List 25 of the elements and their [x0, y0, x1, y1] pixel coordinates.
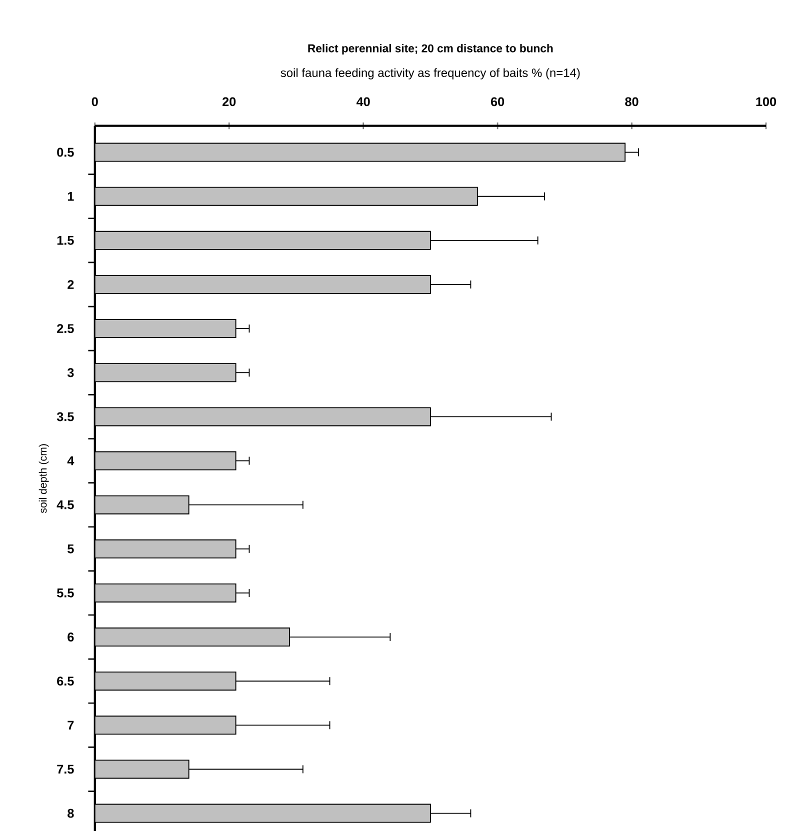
y-tick-label: 6: [68, 632, 74, 642]
y-tick-label: 2.5: [57, 324, 74, 334]
x-tick-label: 60: [490, 97, 504, 106]
x-tick-label: 80: [625, 97, 638, 106]
y-tick-label: 3.5: [56, 412, 74, 422]
y-tick-label: 8: [68, 808, 74, 818]
y-tick-label: 5: [68, 544, 74, 554]
y-tick-label: 3: [67, 368, 74, 378]
x-tick-label: 20: [222, 97, 236, 106]
y-tick-label: 0.5: [57, 148, 74, 157]
chart-title: Relict perennial site; 20 cm distance to bunch: [308, 44, 553, 55]
x-tick-label: 40: [356, 97, 370, 106]
x-tick-label: 0: [92, 97, 98, 106]
y-tick-label: 7.5: [57, 764, 74, 774]
y-tick-label: 2: [68, 280, 74, 289]
x-axis-title: soil fauna feeding activity as frequency of baits % (n=14): [280, 68, 580, 80]
y-tick-label: 5.5: [57, 588, 74, 598]
y-tick-label: 1: [68, 192, 74, 201]
y-tick-label: 6.5: [57, 676, 74, 686]
y-tick-label: 4: [67, 456, 74, 466]
x-tick-label: 100: [756, 97, 776, 106]
y-tick-label: 1.5: [57, 236, 74, 245]
y-tick-label: 7: [68, 720, 74, 730]
y-tick-label: 4.5: [56, 500, 74, 510]
y-axis-title: soil depth (cm): [38, 444, 49, 514]
